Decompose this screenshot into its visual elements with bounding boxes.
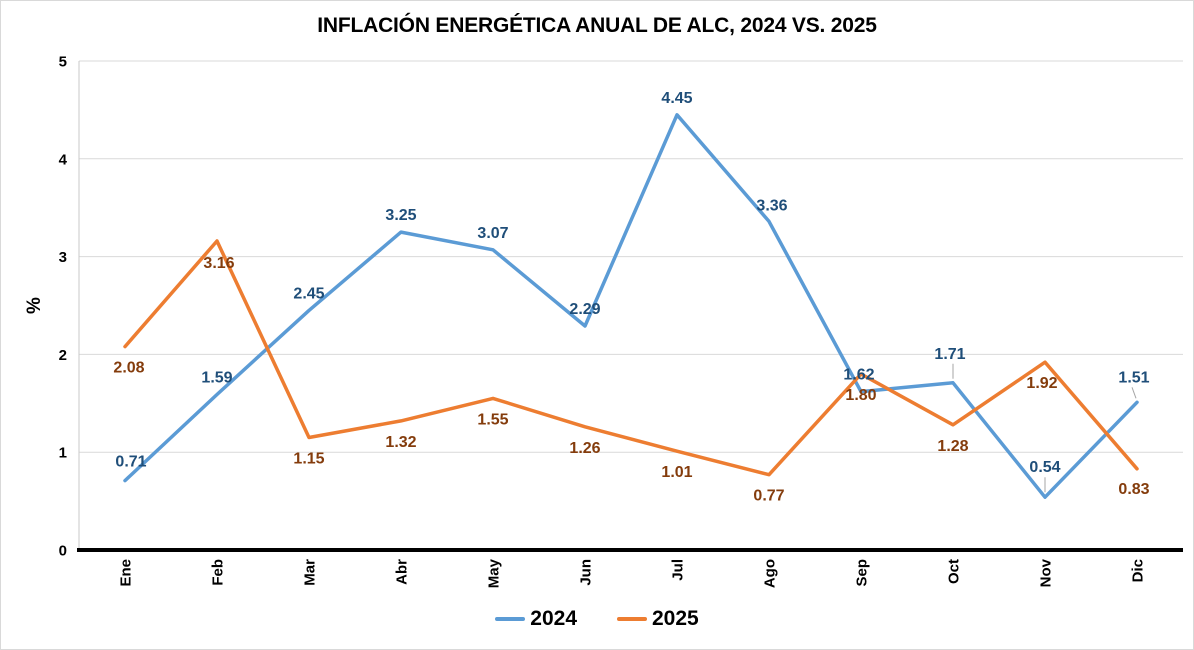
data-label-2024-Nov: 0.54 [1029,459,1060,476]
data-label-2024-Ene: 0.71 [115,454,146,471]
legend: 2024 2025 [1,607,1193,631]
data-label-2024-Sep: 1.62 [843,367,874,384]
data-label-2025-Ene: 2.08 [113,360,144,377]
y-tick-label: 5 [59,54,67,71]
x-tick-label: May [486,558,503,588]
x-tick-label: Ago [762,559,779,588]
y-tick-label: 4 [59,151,68,168]
data-label-2024-Feb: 1.59 [201,369,232,386]
data-label-2025-Ago: 0.77 [753,488,784,505]
x-tick-label: Jul [670,559,687,581]
x-tick-label: Dic [1130,559,1147,582]
legend-label-2024: 2024 [530,607,577,630]
legend-item-2024: 2024 [495,607,577,631]
y-tick-label: 1 [59,445,67,462]
y-tick-label: 3 [59,249,67,266]
series-line-2024 [123,113,1139,499]
data-label-2025-Dic: 0.83 [1118,481,1149,498]
x-tick-label: Feb [210,559,227,586]
data-label-2024-May: 3.07 [477,225,508,242]
data-label-2025-Sep: 1.80 [845,387,876,404]
label-leader-line [1131,387,1137,399]
x-tick-label: Jun [578,559,595,586]
data-label-2024-Jul: 4.45 [661,90,692,107]
data-label-2024-Jun: 2.29 [569,301,600,318]
y-axis-title: % [24,297,45,314]
data-label-2025-Nov: 1.92 [1026,375,1057,392]
x-tick-label: Sep [854,559,871,587]
legend-line-2025-icon [617,617,647,621]
data-label-2025-May: 1.55 [477,411,508,428]
chart-title: INFLACIÓN ENERGÉTICA ANUAL DE ALC, 2024 … [317,14,877,37]
data-label-2024-Dic: 1.51 [1118,369,1149,386]
data-label-2025-Feb: 3.16 [203,255,234,272]
x-tick-label: Abr [394,559,411,585]
data-label-2024-Abr: 3.25 [385,207,416,224]
legend-label-2025: 2025 [652,607,699,630]
data-label-2025-Oct: 1.28 [937,438,968,455]
data-label-2025-Jun: 1.26 [569,440,600,457]
data-label-2024-Oct: 1.71 [934,346,965,363]
data-label-2024-Ago: 3.36 [756,197,787,214]
series-line-2025 [123,239,1139,477]
data-label-2024-Mar: 2.45 [293,285,324,302]
legend-item-2025: 2025 [617,607,699,631]
data-label-2025-Mar: 1.15 [293,451,324,468]
x-tick-label: Nov [1038,558,1055,587]
data-label-2025-Jul: 1.01 [661,464,692,481]
x-tick-label: Ene [118,559,135,587]
y-tick-label: 2 [59,347,67,364]
y-tick-label: 0 [59,543,67,560]
data-label-2025-Abr: 1.32 [385,434,416,451]
legend-line-2024-icon [495,617,526,621]
x-tick-label: Mar [302,559,319,586]
x-tick-label: Oct [946,559,963,584]
